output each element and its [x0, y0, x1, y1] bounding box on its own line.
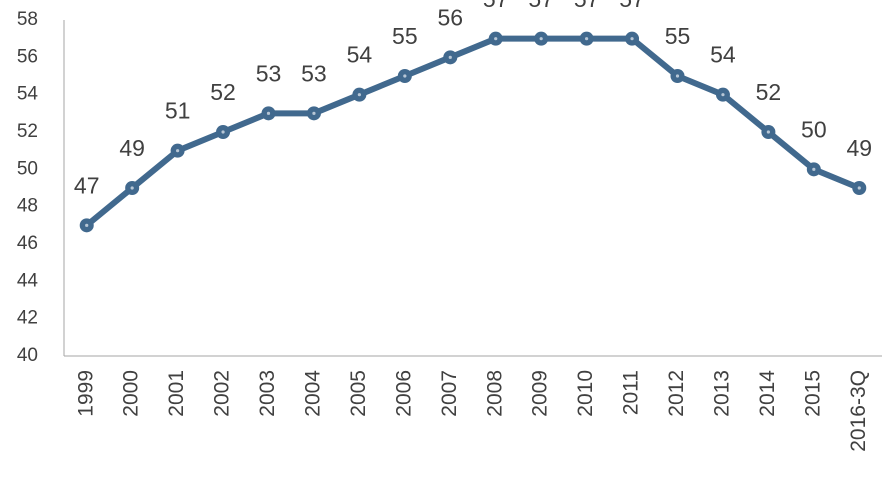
y-tick-label: 52 [17, 121, 38, 142]
x-tick-label: 2011 [620, 370, 643, 415]
y-tick-label: 40 [17, 345, 38, 366]
marker-center [357, 93, 361, 97]
marker-center [812, 167, 816, 171]
marker-center [312, 111, 316, 115]
marker-center [585, 37, 589, 41]
data-label: 51 [165, 98, 191, 124]
data-label: 57 [619, 0, 645, 12]
y-tick-label: 42 [17, 308, 38, 329]
x-tick-label: 2001 [165, 370, 188, 417]
x-tick-label: 2009 [529, 370, 552, 417]
line [84, 35, 861, 228]
data-label: 57 [528, 0, 554, 12]
marker-center [266, 111, 271, 115]
x-tick-label: 2007 [438, 370, 461, 417]
data-label: 52 [756, 79, 782, 105]
x-tick-label: 2000 [120, 370, 143, 417]
data-label: 55 [392, 23, 418, 49]
y-tick-label: 48 [17, 196, 38, 217]
y-tick-label: 50 [17, 158, 38, 179]
data-label: 54 [347, 42, 373, 68]
x-tick-label: 2014 [756, 370, 779, 417]
data-label: 52 [210, 79, 236, 105]
y-tick-label: 58 [17, 9, 38, 30]
marker-center [630, 37, 634, 41]
x-tick-label: 2006 [392, 370, 415, 417]
y-tick-label: 46 [17, 233, 38, 254]
x-tick-label: 2010 [574, 370, 597, 417]
data-label: 54 [710, 42, 736, 68]
x-tick-label: 1999 [74, 370, 97, 417]
x-tick-label: 2003 [256, 370, 279, 417]
data-label: 57 [574, 0, 600, 12]
x-tick-label: 2008 [483, 370, 506, 417]
data-label: 56 [437, 4, 463, 30]
marker-center [221, 130, 225, 134]
x-tick-label: 2015 [801, 370, 824, 417]
marker-center [721, 93, 725, 97]
marker-center [176, 149, 180, 153]
x-tick-label: 2002 [211, 370, 234, 417]
marker-center [403, 74, 407, 78]
marker-center [766, 130, 770, 134]
marker-center [675, 74, 680, 78]
data-label: 53 [256, 60, 282, 86]
marker-center [539, 37, 543, 41]
data-label: 49 [119, 135, 145, 161]
data-label: 50 [801, 116, 827, 142]
data-label: 53 [301, 60, 327, 86]
x-tick-label: 2012 [665, 370, 688, 417]
y-tick-label: 54 [17, 84, 39, 105]
y-tick-label: 56 [17, 46, 38, 67]
marker-center [857, 186, 861, 190]
x-tick-label: 2013 [710, 370, 733, 417]
x-tick-label: 2016-3Q [847, 370, 870, 452]
marker-center [494, 37, 498, 41]
x-tick-label: 2005 [347, 370, 370, 417]
marker-center [85, 223, 89, 227]
data-label: 57 [483, 0, 509, 12]
marker-center [130, 186, 134, 190]
data-label: 47 [74, 172, 100, 198]
y-tick-label: 44 [17, 270, 39, 291]
x-tick-label: 2004 [301, 370, 324, 417]
marker-center [448, 55, 452, 59]
data-label: 49 [846, 135, 872, 161]
data-label: 55 [665, 23, 691, 49]
